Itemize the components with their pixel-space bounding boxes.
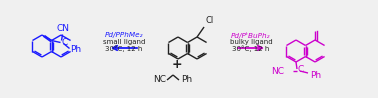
Text: Ph: Ph xyxy=(71,45,82,54)
Text: CN: CN xyxy=(56,24,69,33)
Text: C: C xyxy=(298,65,304,74)
Text: +: + xyxy=(172,58,182,70)
Text: Pd/PPhMe₂: Pd/PPhMe₂ xyxy=(105,32,143,38)
Text: Ph: Ph xyxy=(181,75,192,84)
Text: NC: NC xyxy=(271,68,284,77)
Text: bulky ligand: bulky ligand xyxy=(230,39,272,45)
Text: 30°C, 12 h: 30°C, 12 h xyxy=(105,46,143,52)
Text: 30°C, 12 h: 30°C, 12 h xyxy=(232,46,270,52)
Text: small ligand: small ligand xyxy=(103,39,145,45)
Text: Ph: Ph xyxy=(310,70,321,79)
Text: NC: NC xyxy=(153,75,166,84)
Text: Pd/PᵗBuPh₂: Pd/PᵗBuPh₂ xyxy=(231,31,271,39)
Text: Cl: Cl xyxy=(205,16,213,25)
Text: C: C xyxy=(62,38,68,47)
